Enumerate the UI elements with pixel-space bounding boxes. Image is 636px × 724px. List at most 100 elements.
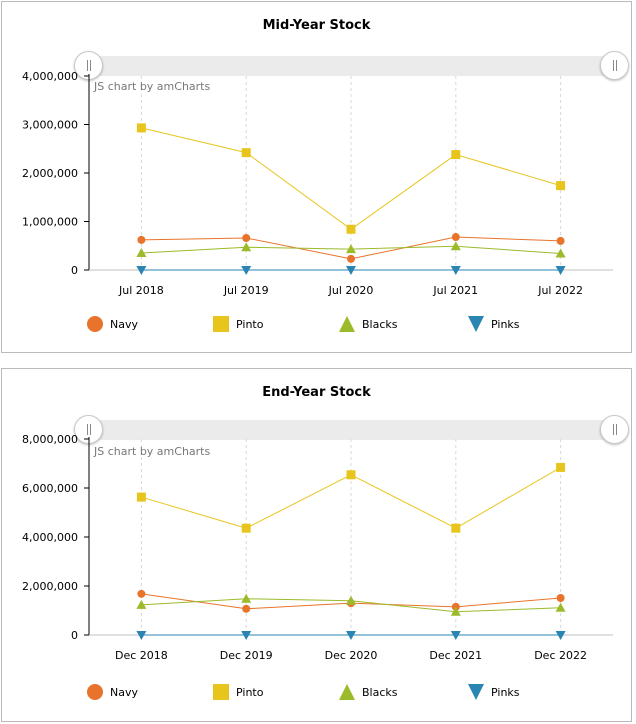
data-point-pinks[interactable] — [555, 266, 566, 275]
x-tick-label: Jul 2019 — [223, 284, 269, 297]
data-point-pinto[interactable] — [241, 523, 251, 533]
y-tick-label: 0 — [71, 264, 78, 277]
chart-title: Mid-Year Stock — [262, 18, 371, 33]
data-point-navy[interactable] — [242, 233, 251, 242]
legend-item-pinks[interactable]: Pinks — [467, 313, 520, 335]
series-pinks — [136, 631, 566, 640]
legend-item-navy[interactable]: Navy — [86, 681, 138, 703]
data-point-pinks[interactable] — [450, 631, 461, 640]
chart-title: End-Year Stock — [262, 385, 371, 400]
legend-label: Blacks — [362, 685, 398, 699]
legend-marker-square-icon — [213, 684, 229, 700]
series-blacks — [136, 593, 566, 616]
data-point-navy[interactable] — [451, 233, 460, 242]
data-point-blacks[interactable] — [241, 593, 252, 603]
y-tick-label: 3,000,000 — [22, 119, 78, 132]
legend-label: Pinto — [236, 317, 264, 331]
legend-label: Pinks — [491, 317, 520, 331]
chart-credit[interactable]: JS chart by amCharts — [93, 80, 210, 93]
x-tick-label: Jul 2021 — [432, 284, 478, 297]
data-point-pinto[interactable] — [451, 523, 461, 533]
data-point-navy[interactable] — [556, 236, 565, 245]
y-tick-label: 4,000,000 — [22, 531, 78, 544]
x-tick-label: Dec 2021 — [429, 649, 482, 662]
legend-label: Pinks — [491, 685, 520, 699]
end-year-chart-panel: End-Year Stock 0 2,000,000 4,000,000 6,000,… — [1, 368, 632, 722]
y-tick-label: 2,000,000 — [22, 167, 78, 180]
y-tick-label: 1,000,000 — [22, 216, 78, 229]
legend-item-blacks[interactable]: Blacks — [338, 313, 398, 335]
x-tick-label: Dec 2018 — [115, 649, 168, 662]
mid-year-chart-panel: Mid-Year Stock 0 1,000,000 2,000,000 3,000,… — [1, 1, 632, 353]
legend-label: Pinto — [236, 685, 264, 699]
data-point-pinto[interactable] — [556, 181, 566, 191]
y-tick-label: 2,000,000 — [22, 580, 78, 593]
scrollbar-right-grip[interactable] — [600, 415, 629, 444]
legend-marker-circle-icon — [87, 684, 103, 700]
legend-label: Blacks — [362, 317, 398, 331]
data-point-navy[interactable] — [137, 235, 146, 244]
legend-label: Navy — [110, 317, 138, 331]
series-pinto — [136, 462, 566, 533]
data-point-pinks[interactable] — [346, 266, 356, 275]
data-point-blacks[interactable] — [555, 248, 566, 258]
chart-legend: Navy Pinto Blacks Pinks — [86, 681, 626, 703]
series-blacks — [136, 241, 566, 258]
legend-item-navy[interactable]: Navy — [86, 313, 138, 335]
y-tick-label: 4,000,000 — [22, 70, 78, 83]
y-tick-label: 0 — [71, 629, 78, 642]
data-point-navy[interactable] — [556, 594, 565, 603]
legend-marker-square-icon — [213, 316, 229, 332]
data-point-blacks[interactable] — [555, 602, 566, 612]
data-point-pinto[interactable] — [136, 123, 146, 133]
data-point-pinks[interactable] — [241, 631, 252, 640]
chart-scrollbar[interactable] — [74, 415, 629, 444]
data-point-pinto[interactable] — [346, 470, 356, 480]
chart-legend: Navy Pinto Blacks Pinks — [86, 313, 626, 335]
data-point-pinks[interactable] — [346, 631, 356, 640]
series-navy — [137, 233, 565, 263]
data-point-blacks[interactable] — [450, 606, 461, 616]
data-point-pinks[interactable] — [241, 266, 252, 275]
data-point-blacks[interactable] — [136, 248, 147, 258]
legend-item-blacks[interactable]: Blacks — [338, 681, 398, 703]
data-point-navy[interactable] — [347, 254, 355, 263]
legend-item-pinto[interactable]: Pinto — [212, 313, 263, 335]
data-point-blacks[interactable] — [346, 244, 356, 254]
legend-label: Navy — [110, 685, 138, 699]
legend-marker-triangle-down-icon — [468, 316, 484, 332]
legend-marker-circle-icon — [87, 316, 103, 332]
scrollbar-right-grip[interactable] — [600, 51, 629, 80]
end-year-plot: 0 2,000,000 4,000,000 6,000,000 8,000,000 JS … — [22, 433, 613, 662]
data-point-blacks[interactable] — [450, 241, 461, 251]
data-point-navy[interactable] — [137, 589, 146, 598]
data-point-pinto[interactable] — [136, 492, 146, 502]
data-point-blacks[interactable] — [346, 595, 356, 605]
data-point-navy[interactable] — [242, 604, 251, 613]
legend-marker-triangle-up-icon — [339, 316, 355, 332]
x-tick-label: Dec 2019 — [220, 649, 273, 662]
chart-credit[interactable]: JS chart by amCharts — [93, 445, 210, 458]
legend-item-pinks[interactable]: Pinks — [467, 681, 520, 703]
legend-marker-triangle-down-icon — [468, 684, 484, 700]
data-point-pinks[interactable] — [450, 266, 461, 275]
data-point-blacks[interactable] — [136, 599, 147, 609]
data-point-pinks[interactable] — [136, 266, 147, 275]
legend-item-pinto[interactable]: Pinto — [212, 681, 263, 703]
data-point-blacks[interactable] — [241, 242, 252, 252]
data-point-pinks[interactable] — [136, 631, 147, 640]
x-tick-label: Dec 2020 — [325, 649, 378, 662]
data-point-pinto[interactable] — [346, 224, 356, 234]
data-point-pinto[interactable] — [241, 148, 251, 158]
legend-marker-triangle-up-icon — [339, 684, 355, 700]
x-tick-label: Jul 2022 — [537, 284, 583, 297]
series-pinks — [136, 266, 566, 275]
y-tick-label: 8,000,000 — [22, 433, 78, 446]
x-tick-label: Jul 2020 — [328, 284, 374, 297]
mid-year-plot: 0 1,000,000 2,000,000 3,000,000 4,000,000 JS … — [22, 70, 613, 297]
series-pinto — [136, 123, 566, 234]
y-tick-label: 6,000,000 — [22, 482, 78, 495]
data-point-pinto[interactable] — [451, 150, 461, 160]
data-point-pinto[interactable] — [556, 462, 566, 472]
data-point-pinks[interactable] — [555, 631, 566, 640]
